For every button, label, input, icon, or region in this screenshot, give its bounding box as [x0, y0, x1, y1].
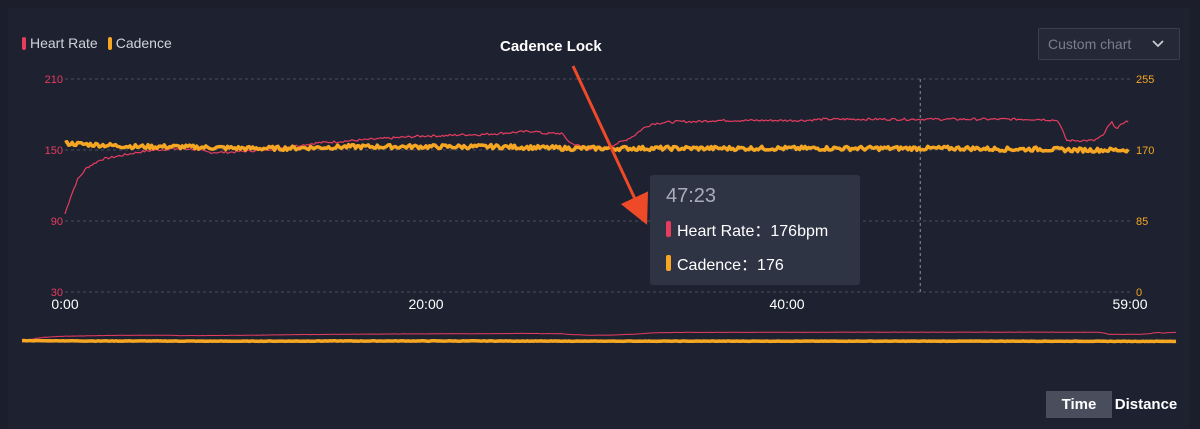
chart-legend: Heart Rate Cadence: [22, 35, 172, 51]
x-tick-label: 20:00: [408, 296, 443, 312]
annotation-label: Cadence Lock: [500, 38, 602, 55]
tooltip: 47:23 Heart Rate：176bpm Cadence：176: [650, 175, 860, 285]
tooltip-row-cadence: Cadence：176: [666, 252, 860, 274]
y-right-tick-label: 255: [1136, 74, 1154, 86]
y-right-tick-label: 85: [1136, 216, 1148, 228]
heart-rate-line: [64, 117, 1129, 215]
tooltip-heart-rate-text: Heart Rate：176bpm: [677, 223, 829, 240]
cadence-line: [64, 139, 1130, 154]
x-axis-toggle: Time Distance: [1046, 391, 1180, 418]
legend-label-heart-rate: Heart Rate: [30, 35, 98, 51]
distance-toggle-button[interactable]: Distance: [1114, 396, 1178, 413]
tooltip-cadence-text: Cadence：176: [677, 257, 784, 274]
x-tick-label: 59:00: [1112, 296, 1147, 312]
overview-cadence-line: [21, 338, 1177, 344]
heart-rate-swatch: [22, 36, 26, 50]
dropdown-label: Custom chart: [1048, 36, 1132, 52]
y-left-tick-label: 30: [51, 287, 63, 299]
tooltip-heart-rate-swatch: [666, 221, 671, 237]
tooltip-time: 47:23: [666, 185, 717, 207]
time-toggle-button[interactable]: Time: [1046, 391, 1112, 418]
legend-item-cadence[interactable]: Cadence: [107, 35, 172, 51]
cadence-swatch: [107, 36, 112, 50]
chevron-down-icon: [1152, 40, 1164, 48]
overview-heart-rate-line: [21, 331, 1177, 343]
chart-panel: [8, 8, 1190, 429]
legend-item-heart-rate[interactable]: Heart Rate: [22, 35, 98, 51]
y-left-tick-label: 90: [51, 216, 63, 228]
y-right-tick-label: 170: [1136, 145, 1154, 157]
y-left-tick-label: 210: [45, 74, 63, 86]
y-right-tick-label: 0: [1136, 287, 1142, 299]
custom-chart-dropdown[interactable]: Custom chart: [1038, 28, 1180, 60]
annotation-arrow: [571, 65, 648, 225]
tooltip-row-heart-rate: Heart Rate：176bpm: [666, 218, 860, 240]
x-tick-label: 0:00: [51, 296, 78, 312]
x-tick-label: 40:00: [770, 296, 805, 312]
y-left-tick-label: 150: [45, 145, 63, 157]
legend-label-cadence: Cadence: [115, 35, 172, 51]
tooltip-cadence-swatch: [666, 255, 671, 271]
